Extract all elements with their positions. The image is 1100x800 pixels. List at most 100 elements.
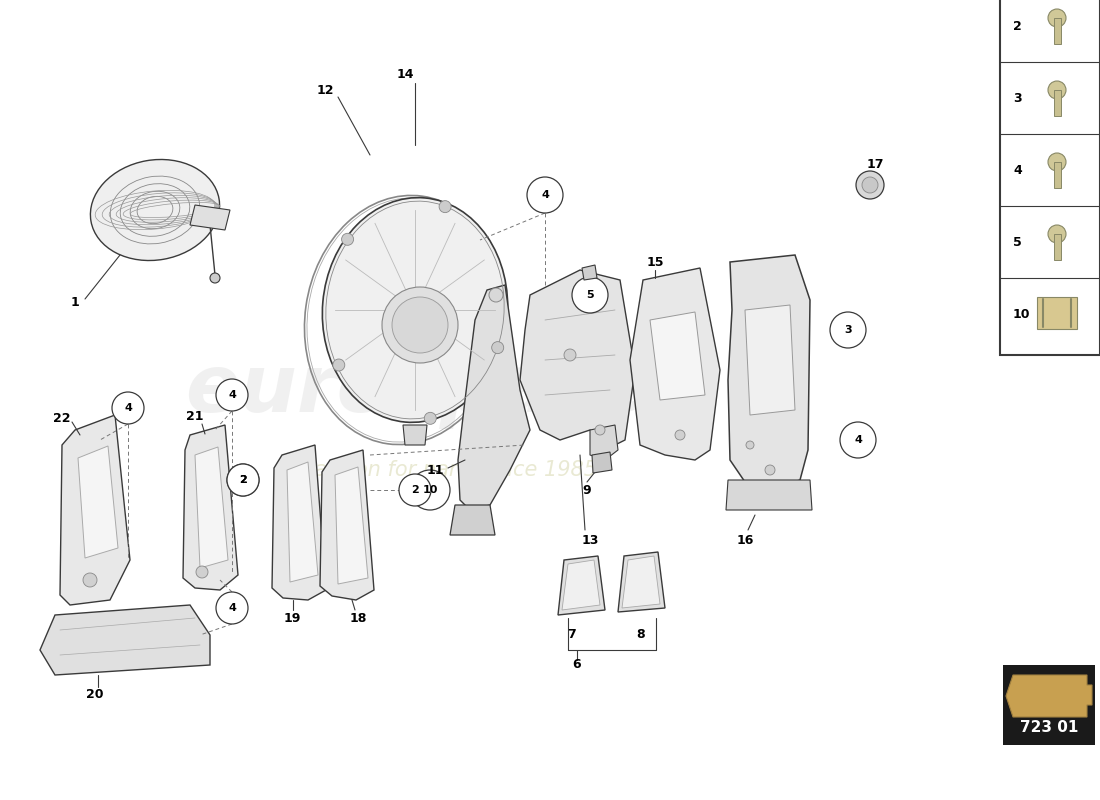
Text: 10: 10 (422, 485, 438, 495)
Polygon shape (183, 425, 238, 590)
Text: 2: 2 (239, 475, 246, 485)
Polygon shape (1054, 234, 1060, 260)
Text: 19: 19 (284, 611, 300, 625)
Text: 21: 21 (186, 410, 204, 423)
Text: 17: 17 (867, 158, 883, 171)
Text: 15: 15 (647, 255, 663, 269)
Circle shape (492, 342, 504, 354)
Text: 6: 6 (573, 658, 581, 671)
Text: 2: 2 (1013, 19, 1022, 33)
Circle shape (425, 412, 437, 424)
Text: 14: 14 (396, 69, 414, 82)
Polygon shape (1054, 162, 1060, 188)
Circle shape (196, 566, 208, 578)
Polygon shape (1054, 18, 1060, 44)
Circle shape (439, 201, 451, 213)
Circle shape (1048, 153, 1066, 171)
Polygon shape (458, 285, 530, 510)
Text: 1: 1 (70, 295, 79, 309)
Polygon shape (726, 480, 812, 510)
Circle shape (82, 573, 97, 587)
Circle shape (675, 430, 685, 440)
Text: eurospares: eurospares (186, 351, 694, 429)
Polygon shape (320, 450, 374, 600)
Polygon shape (450, 505, 495, 535)
Circle shape (595, 425, 605, 435)
Circle shape (1048, 225, 1066, 243)
Polygon shape (195, 447, 228, 568)
Circle shape (210, 273, 220, 283)
Polygon shape (78, 446, 118, 558)
Text: 11: 11 (427, 463, 443, 477)
Polygon shape (1006, 675, 1092, 717)
Text: 4: 4 (124, 403, 132, 413)
Circle shape (392, 297, 448, 353)
Polygon shape (190, 205, 230, 230)
Text: 20: 20 (86, 689, 103, 702)
Circle shape (746, 441, 754, 449)
Circle shape (112, 392, 144, 424)
Text: 9: 9 (583, 483, 592, 497)
Ellipse shape (322, 198, 508, 422)
Circle shape (856, 171, 884, 199)
Circle shape (490, 288, 503, 302)
Text: 723 01: 723 01 (1020, 719, 1078, 734)
Text: 5: 5 (1013, 235, 1022, 249)
Polygon shape (287, 462, 318, 582)
Circle shape (216, 592, 248, 624)
Polygon shape (728, 255, 810, 488)
Circle shape (564, 349, 576, 361)
Circle shape (862, 177, 878, 193)
Polygon shape (621, 556, 660, 608)
Ellipse shape (90, 159, 220, 261)
Polygon shape (40, 605, 210, 675)
Polygon shape (618, 552, 666, 612)
Text: 4: 4 (854, 435, 862, 445)
Polygon shape (558, 556, 605, 615)
Text: 18: 18 (350, 611, 366, 625)
Polygon shape (582, 265, 597, 280)
Circle shape (227, 464, 258, 496)
Polygon shape (336, 467, 368, 584)
Circle shape (216, 379, 248, 411)
Polygon shape (590, 425, 618, 460)
Polygon shape (592, 452, 612, 473)
Circle shape (333, 359, 344, 371)
Circle shape (840, 422, 876, 458)
Polygon shape (60, 415, 130, 605)
Circle shape (382, 287, 458, 363)
Text: 12: 12 (317, 83, 333, 97)
Text: a passion for parts since 1985: a passion for parts since 1985 (283, 460, 597, 480)
Text: 3: 3 (844, 325, 851, 335)
Polygon shape (1054, 90, 1060, 116)
FancyBboxPatch shape (1037, 297, 1077, 329)
Text: 7: 7 (568, 629, 576, 642)
Circle shape (527, 177, 563, 213)
Circle shape (1048, 81, 1066, 99)
Circle shape (399, 474, 431, 506)
Polygon shape (272, 445, 326, 600)
Text: 16: 16 (736, 534, 754, 546)
Text: 22: 22 (53, 411, 70, 425)
Text: 10: 10 (1013, 307, 1031, 321)
Polygon shape (403, 425, 427, 445)
Circle shape (1048, 9, 1066, 27)
Text: 2: 2 (411, 485, 419, 495)
Circle shape (572, 277, 608, 313)
Text: 4: 4 (228, 603, 235, 613)
Text: 4: 4 (1013, 163, 1022, 177)
Bar (1000, 0, 1100, 355)
Polygon shape (745, 305, 795, 415)
Text: 2: 2 (239, 475, 246, 485)
Polygon shape (630, 268, 720, 460)
Polygon shape (650, 312, 705, 400)
Text: 8: 8 (637, 629, 646, 642)
Text: 4: 4 (541, 190, 549, 200)
Bar (1003, 665, 1094, 745)
Text: 4: 4 (228, 390, 235, 400)
Circle shape (342, 234, 353, 246)
Circle shape (227, 464, 258, 496)
Polygon shape (562, 560, 600, 610)
Circle shape (830, 312, 866, 348)
Text: 5: 5 (586, 290, 594, 300)
